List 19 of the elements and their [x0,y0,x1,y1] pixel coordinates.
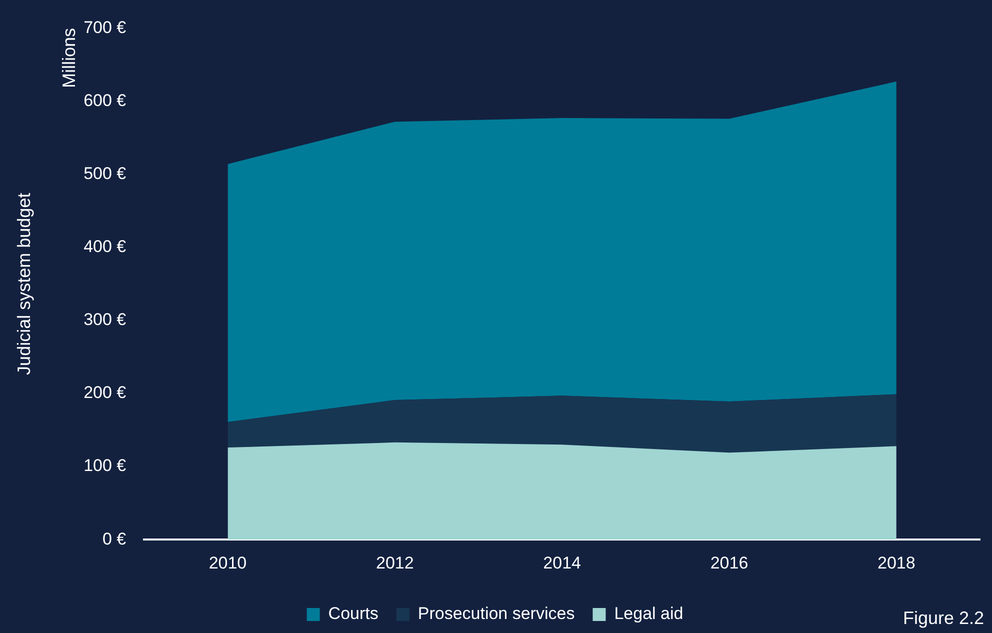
y-axis-title: Judicial system budget [14,192,34,375]
y-tick-label: 700 € [84,18,127,37]
legend-label: Prosecution services [418,604,575,624]
y-tick-label: 100 € [84,456,127,476]
y-tick-label: 300 € [84,310,127,330]
x-tick-label: 2016 [710,553,748,572]
y-tick-label: 200 € [84,383,127,402]
y-tick-label: 0 € [102,529,127,548]
x-tick-label: 2018 [878,553,916,572]
legend-label: Legal aid [614,604,684,624]
legend-label: Courts [328,604,378,624]
y-tick-label: 600 € [84,90,127,110]
x-tick-label: 2010 [208,553,247,572]
y-tick-label: 400 € [84,237,127,256]
x-tick-label: 2014 [543,553,581,572]
x-tick-label: 2012 [376,553,414,572]
text: Millions [58,28,79,88]
y-tick-label: 500 € [84,164,127,183]
caption: Figure 2.2 [902,608,984,628]
